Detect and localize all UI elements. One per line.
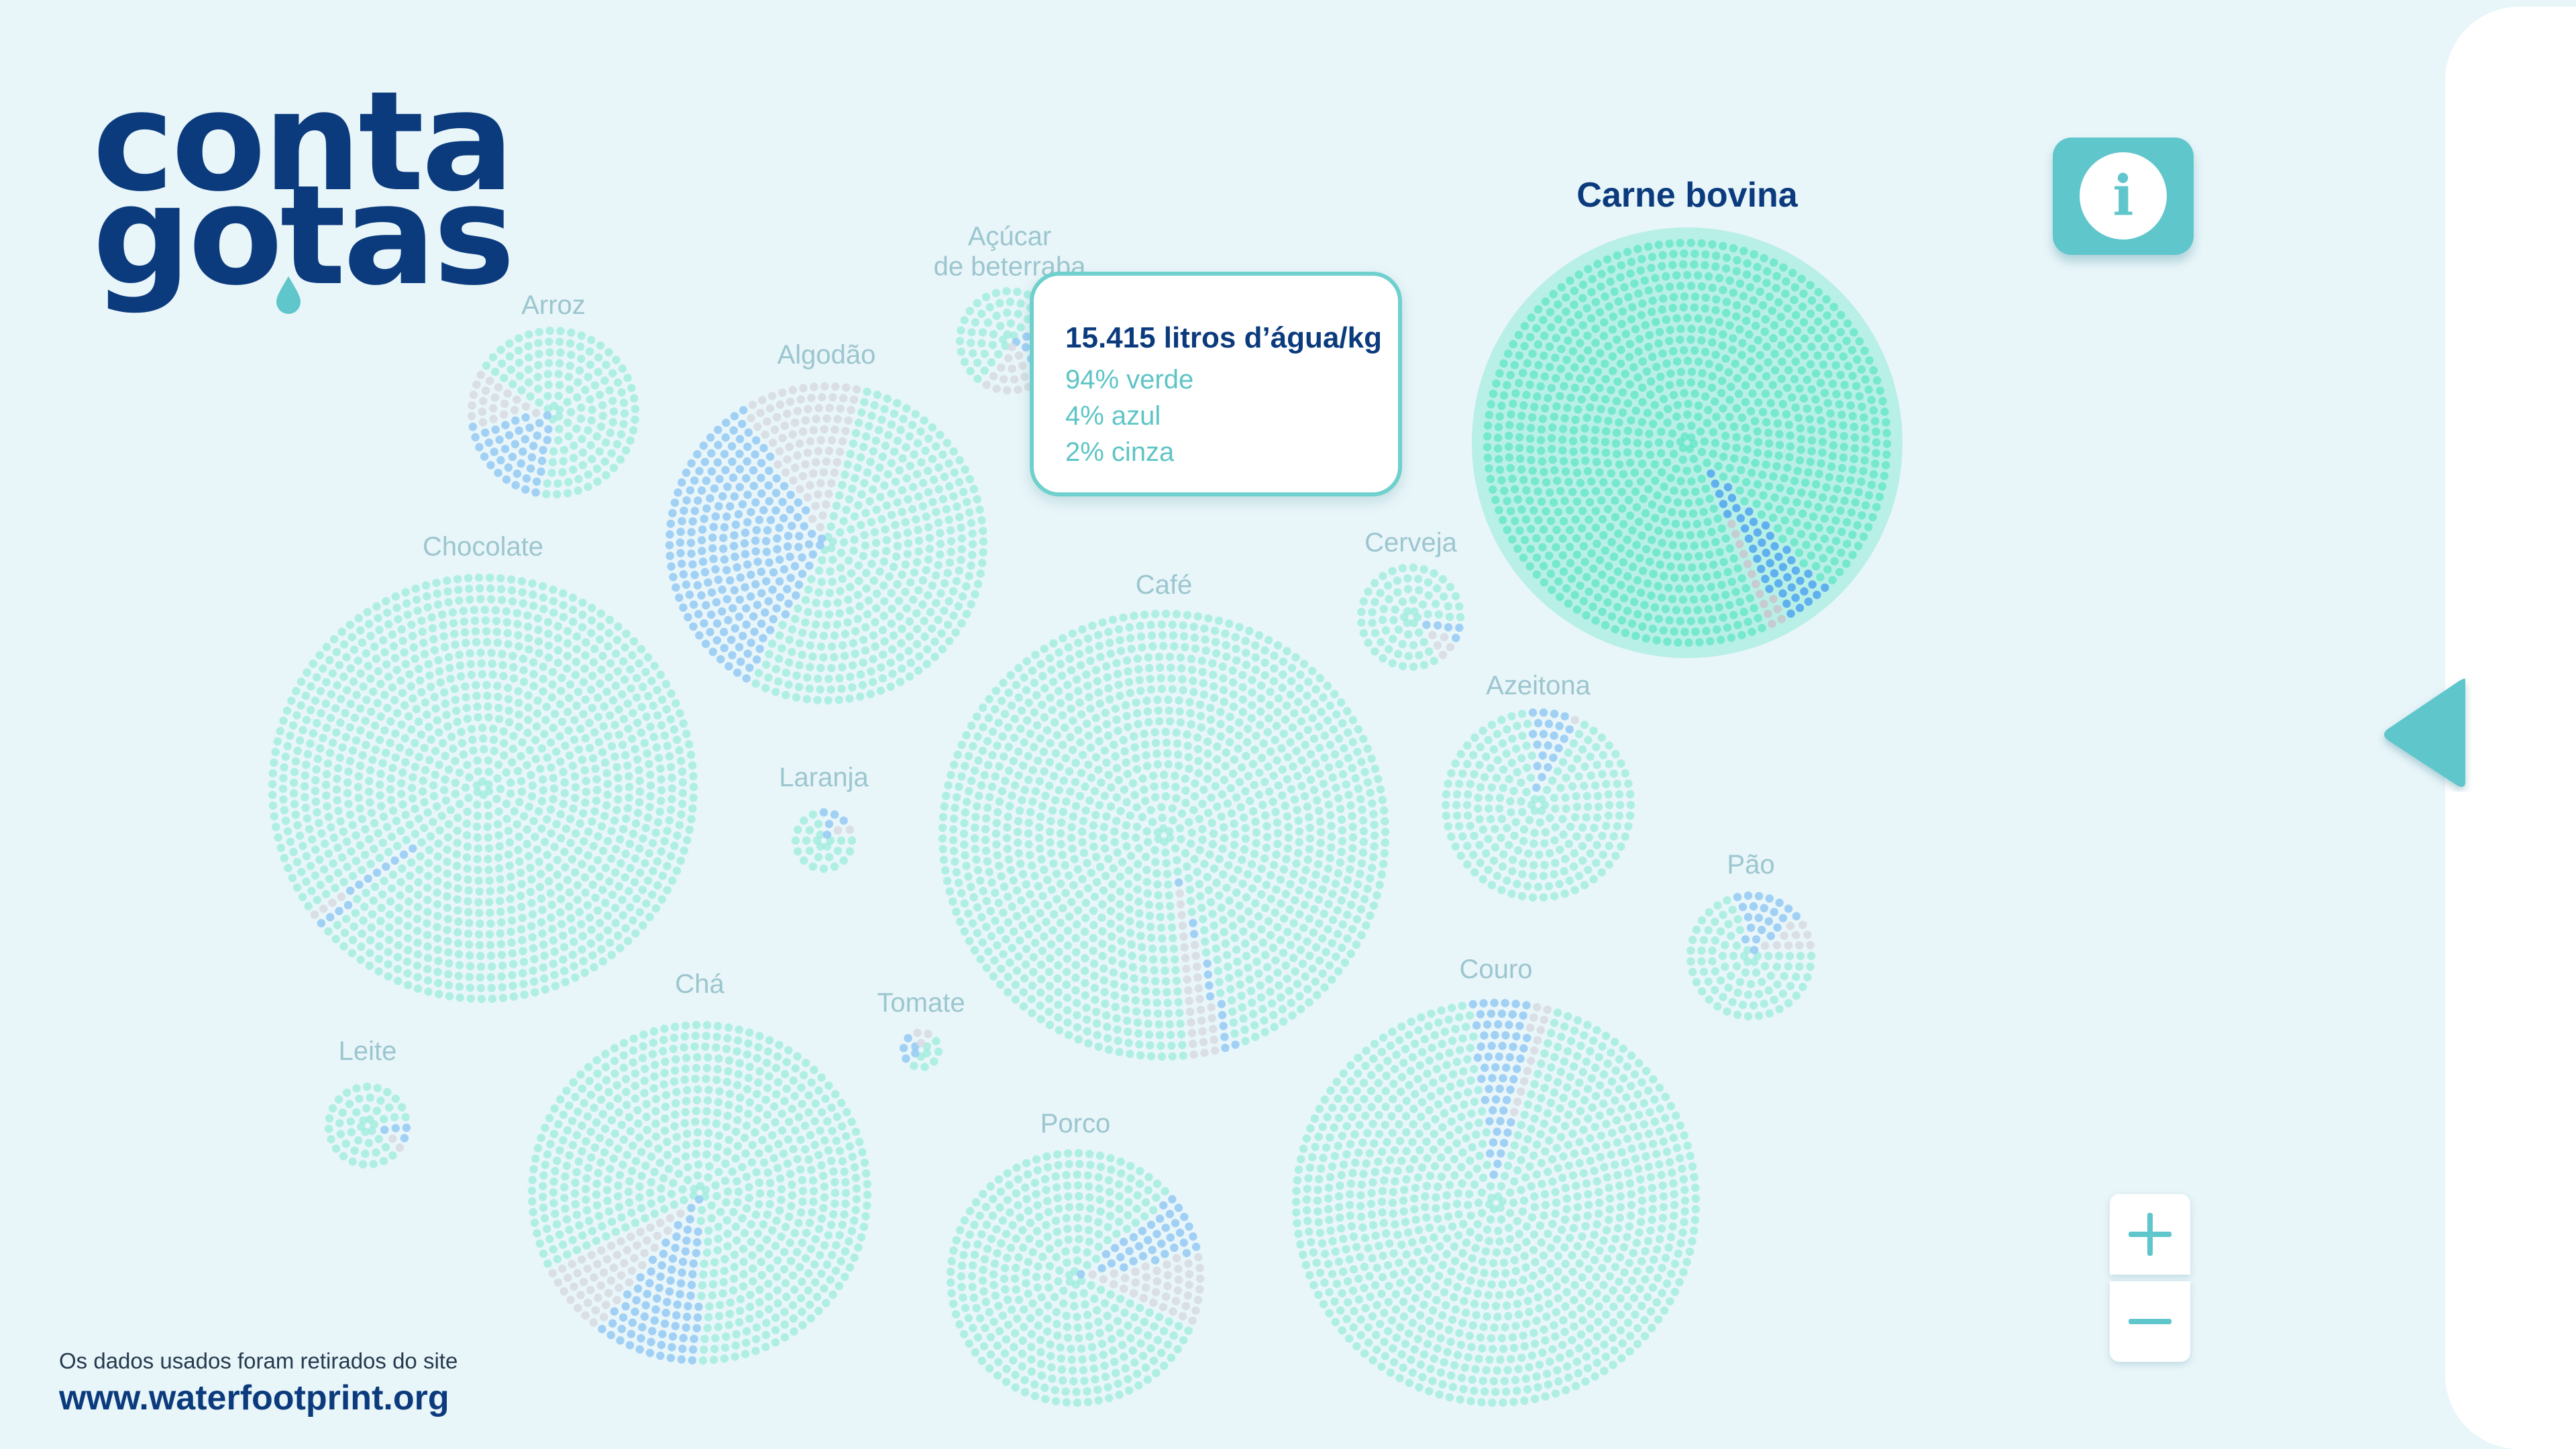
bubble-label-azeitona: Azeitona <box>1486 671 1591 701</box>
bubble-algodao[interactable] <box>644 361 1009 726</box>
bubble-label-laranja: Laranja <box>779 763 869 793</box>
bubble-couro[interactable] <box>1273 980 1719 1426</box>
bubble-chocolate[interactable] <box>249 554 717 1022</box>
info-icon: i <box>2080 152 2167 239</box>
water-drop-icon <box>276 276 301 314</box>
bubble-label-pao: Pão <box>1727 850 1775 880</box>
tooltip-grey: 2% cinza <box>1065 437 1175 467</box>
panel-toggle-arrow-icon[interactable] <box>2378 674 2472 792</box>
tooltip-green: 94% verde <box>1065 365 1194 394</box>
logo: conta gotas <box>93 74 515 329</box>
bubble-arroz[interactable] <box>450 309 657 516</box>
bubble-label-chocolate: Chocolate <box>422 532 544 562</box>
plus-icon-vertical <box>2147 1213 2153 1256</box>
source-link[interactable]: www.waterfootprint.org <box>59 1379 449 1417</box>
bubble-porco[interactable] <box>926 1129 1224 1427</box>
zoom-out-button[interactable] <box>2110 1281 2190 1362</box>
bubble-cafe[interactable] <box>916 588 1411 1083</box>
zoom-in-button[interactable] <box>2110 1194 2190 1275</box>
tooltip-title: 15.415 litros d’água/kg <box>1065 321 1382 354</box>
info-glyph: i <box>2112 164 2134 228</box>
bubble-label-porco: Porco <box>1040 1109 1111 1139</box>
bubble-carne[interactable] <box>1460 215 1915 670</box>
info-button[interactable]: i <box>2053 138 2194 255</box>
bubble-azeitona[interactable] <box>1423 690 1654 920</box>
bubble-label-leite: Leite <box>338 1036 397 1067</box>
tooltip-carne-bovina: 15.415 litros d’água/kg 94% verde 4% azu… <box>1030 272 1402 496</box>
bubble-tomate[interactable] <box>878 1007 964 1093</box>
bubble-label-couro: Couro <box>1459 955 1533 985</box>
bubble-label-cha: Chá <box>675 969 724 1000</box>
data-source: Os dados usados foram retirados do site … <box>59 1348 458 1418</box>
minus-icon <box>2129 1319 2171 1324</box>
bubble-pao[interactable] <box>1664 869 1837 1042</box>
bubble-label-tomate: Tomate <box>877 988 965 1018</box>
bubble-label-arroz: Arroz <box>521 290 586 321</box>
bubble-cerveja[interactable] <box>1338 545 1483 690</box>
bubble-label-acucar: Açúcar de beterraba <box>933 221 1086 282</box>
bubble-leite[interactable] <box>298 1056 437 1195</box>
side-panel <box>2445 7 2576 1449</box>
bubble-label-cafe: Café <box>1135 570 1193 600</box>
bubble-label-algodao: Algodão <box>777 340 876 370</box>
bubble-label-cerveja: Cerveja <box>1364 528 1457 558</box>
zoom-controls <box>2110 1194 2190 1365</box>
bubble-laranja[interactable] <box>766 783 881 898</box>
bubble-cha[interactable] <box>501 994 898 1391</box>
active-bubble-glow <box>1472 227 1902 658</box>
logo-line-1: conta <box>93 62 515 222</box>
tooltip-blue: 4% azul <box>1065 401 1161 431</box>
bubble-label-carne: Carne bovina <box>1576 175 1798 215</box>
source-text: Os dados usados foram retirados do site <box>59 1348 458 1373</box>
logo-line-2: gotas <box>93 156 515 316</box>
